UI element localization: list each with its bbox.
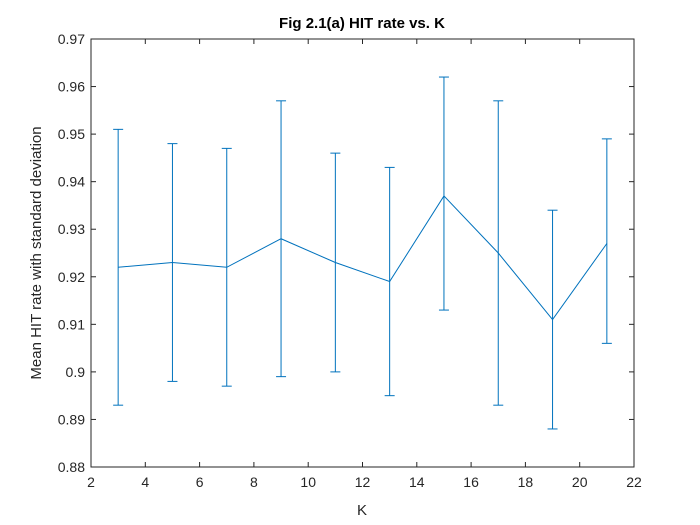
chart-title: Fig 2.1(a) HIT rate vs. K [279,15,445,32]
y-axis-label: Mean HIT rate with standard deviation [28,126,45,379]
x-axis-label: K [357,502,367,519]
x-tick-label: 18 [518,474,534,490]
y-tick-label: 0.88 [58,459,85,475]
x-tick-label: 10 [300,474,316,490]
y-tick-label: 0.92 [58,269,85,285]
y-tick-label: 0.95 [58,126,85,142]
x-tick-label: 2 [87,474,95,490]
y-axis: 0.88 0.89 0.9 0.91 0.92 0.93 0.94 0.95 0.96 0.97 [58,31,634,475]
x-tick-label: 8 [250,474,258,490]
series-line [118,195,608,321]
x-tick-label: 12 [355,474,371,490]
y-tick-label: 0.9 [66,364,86,380]
error-bar [601,138,612,344]
y-tick-label: 0.89 [58,411,85,427]
x-tick-label: 16 [463,474,479,490]
x-axis: 2 4 6 8 10 12 14 16 18 20 22 [87,39,642,490]
x-tick-label: 6 [196,474,204,490]
y-tick-label: 0.91 [58,316,85,332]
y-tick-label: 0.96 [58,79,85,95]
y-tick-label: 0.93 [58,221,85,237]
x-tick-label: 4 [141,474,149,490]
y-tick-label: 0.97 [58,31,85,47]
plot-area [90,38,635,468]
x-tick-label: 14 [409,474,425,490]
x-tick-label: 22 [626,474,642,490]
y-tick-label: 0.94 [58,174,85,190]
error-bar [438,76,449,311]
x-tick-label: 20 [572,474,588,490]
